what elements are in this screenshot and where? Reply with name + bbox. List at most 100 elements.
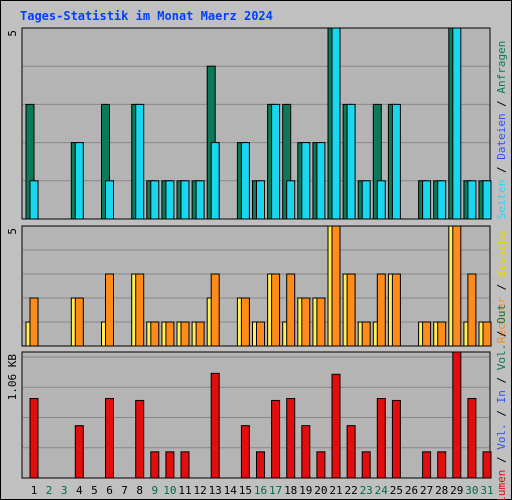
x-tick-label: 16 bbox=[254, 484, 267, 497]
x-tick-label: 23 bbox=[360, 484, 373, 497]
bar-volumen bbox=[180, 451, 190, 479]
bar-volumen bbox=[422, 451, 432, 479]
bar-volumen bbox=[29, 398, 39, 479]
x-tick-label: 8 bbox=[136, 484, 143, 497]
bar-rechner bbox=[150, 321, 160, 347]
bar-dateien bbox=[195, 180, 205, 220]
x-tick-label: 15 bbox=[239, 484, 252, 497]
right-label-volume: Volumen / Vol. / In / Vol. / Out bbox=[495, 304, 508, 500]
bar-volumen bbox=[316, 451, 326, 479]
right-label-visits: Rechner / Besuche bbox=[495, 231, 508, 344]
bar-volumen bbox=[361, 451, 371, 479]
x-tick-label: 22 bbox=[344, 484, 357, 497]
bar-volumen bbox=[240, 425, 250, 479]
bar-rechner bbox=[376, 273, 386, 347]
bar-dateien bbox=[29, 180, 39, 220]
bar-dateien bbox=[210, 142, 220, 220]
x-tick-label: 13 bbox=[209, 484, 222, 497]
bar-rechner bbox=[361, 321, 371, 347]
bar-dateien bbox=[150, 180, 160, 220]
bar-volumen bbox=[391, 399, 401, 479]
y-tick-label: 1.06 KB bbox=[6, 354, 19, 401]
x-tick-label: 27 bbox=[420, 484, 433, 497]
x-tick-label: 9 bbox=[151, 484, 158, 497]
bar-rechner bbox=[180, 321, 190, 347]
bar-rechner bbox=[29, 297, 39, 347]
bar-volumen bbox=[301, 425, 311, 479]
bar-rechner bbox=[271, 273, 281, 347]
bar-volumen bbox=[286, 398, 296, 479]
x-tick-label: 26 bbox=[405, 484, 418, 497]
x-tick-label: 24 bbox=[375, 484, 389, 497]
bar-volumen bbox=[135, 399, 145, 479]
x-tick-label: 11 bbox=[178, 484, 191, 497]
x-tick-label: 7 bbox=[121, 484, 128, 497]
bar-dateien bbox=[391, 103, 401, 220]
bar-volumen bbox=[165, 451, 175, 479]
x-tick-label: 21 bbox=[329, 484, 342, 497]
chart-title: Tages-Statistik im Monat Maerz 2024 bbox=[20, 9, 273, 23]
bar-rechner bbox=[210, 273, 220, 347]
x-tick-label: 3 bbox=[61, 484, 68, 497]
x-tick-label: 10 bbox=[163, 484, 176, 497]
x-tick-label: 5 bbox=[91, 484, 98, 497]
bar-rechner bbox=[391, 273, 401, 347]
bar-rechner bbox=[105, 273, 114, 347]
bar-dateien bbox=[240, 142, 250, 220]
x-tick-label: 30 bbox=[465, 484, 478, 497]
bar-dateien bbox=[74, 142, 84, 220]
bar-dateien bbox=[271, 103, 281, 220]
x-tick-label: 6 bbox=[106, 484, 113, 497]
right-label-hits: Seiten / Dateien / Anfragen bbox=[495, 41, 508, 220]
bar-dateien bbox=[422, 180, 432, 220]
bar-dateien bbox=[361, 180, 371, 220]
bar-volumen bbox=[210, 372, 220, 479]
bar-rechner bbox=[316, 297, 326, 347]
x-tick-label: 1 bbox=[31, 484, 38, 497]
bar-volumen bbox=[271, 399, 281, 479]
bar-dateien bbox=[105, 180, 114, 220]
bar-volumen bbox=[105, 398, 114, 479]
x-tick-label: 18 bbox=[284, 484, 297, 497]
x-tick-label: 2 bbox=[46, 484, 53, 497]
x-tick-label: 17 bbox=[269, 484, 282, 497]
bar-volumen bbox=[256, 451, 265, 479]
bar-rechner bbox=[301, 297, 311, 347]
x-tick-label: 31 bbox=[480, 484, 493, 497]
bar-dateien bbox=[316, 142, 326, 220]
bar-rechner bbox=[482, 321, 492, 347]
bar-rechner bbox=[346, 273, 356, 347]
bar-rechner bbox=[74, 297, 84, 347]
bar-dateien bbox=[452, 27, 462, 220]
bar-rechner bbox=[422, 321, 432, 347]
x-tick-label: 14 bbox=[224, 484, 238, 497]
bar-volumen bbox=[74, 425, 84, 479]
bar-volumen bbox=[331, 373, 341, 479]
bar-dateien bbox=[256, 180, 265, 220]
bar-dateien bbox=[482, 180, 492, 220]
bar-volumen bbox=[437, 451, 447, 479]
bar-rechner bbox=[256, 321, 265, 347]
bar-rechner bbox=[195, 321, 205, 347]
bar-dateien bbox=[301, 142, 311, 220]
bar-dateien bbox=[180, 180, 190, 220]
bar-rechner bbox=[135, 273, 145, 347]
bar-rechner bbox=[286, 273, 296, 347]
bar-dateien bbox=[286, 180, 296, 220]
bar-dateien bbox=[331, 27, 341, 220]
bar-volumen bbox=[467, 398, 477, 479]
bar-volumen bbox=[346, 425, 356, 479]
bar-dateien bbox=[467, 180, 477, 220]
x-tick-label: 19 bbox=[299, 484, 312, 497]
bar-rechner bbox=[240, 297, 250, 347]
x-tick-label: 28 bbox=[435, 484, 448, 497]
bar-dateien bbox=[376, 180, 386, 220]
bar-rechner bbox=[437, 321, 447, 347]
bar-rechner bbox=[165, 321, 175, 347]
x-tick-label: 25 bbox=[390, 484, 403, 497]
bar-volumen bbox=[376, 398, 386, 479]
x-tick-label: 29 bbox=[450, 484, 463, 497]
bar-rechner bbox=[452, 225, 462, 347]
bar-volumen bbox=[452, 351, 462, 479]
